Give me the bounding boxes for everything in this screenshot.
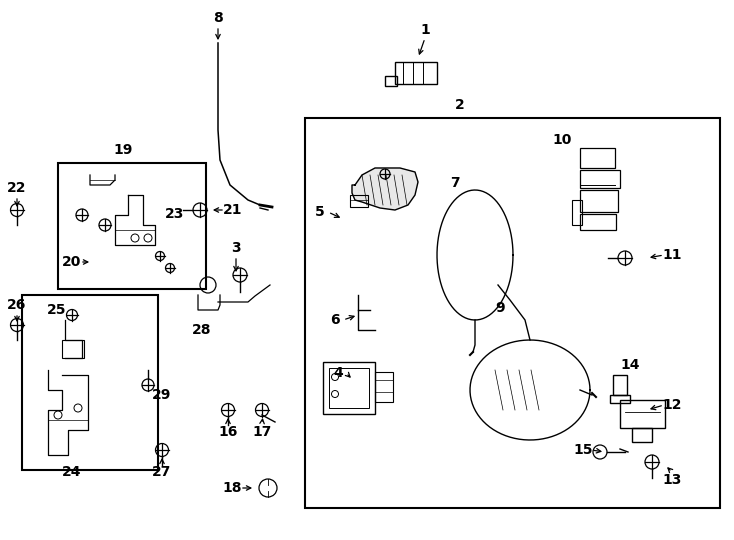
Bar bbox=[385, 76, 397, 86]
Text: 18: 18 bbox=[222, 481, 241, 495]
Bar bbox=[62, 340, 84, 358]
Text: 25: 25 bbox=[47, 303, 67, 317]
Text: 4: 4 bbox=[333, 366, 343, 380]
Bar bbox=[580, 148, 615, 168]
Text: 24: 24 bbox=[62, 465, 81, 479]
Polygon shape bbox=[352, 168, 418, 210]
Text: 5: 5 bbox=[315, 205, 325, 219]
Bar bbox=[375, 372, 393, 402]
Text: 12: 12 bbox=[662, 398, 682, 412]
Text: 28: 28 bbox=[192, 323, 211, 337]
Text: 2: 2 bbox=[455, 98, 465, 112]
Bar bbox=[632, 428, 652, 442]
Text: 29: 29 bbox=[153, 388, 172, 402]
Bar bbox=[572, 200, 582, 225]
Bar bbox=[22, 295, 158, 470]
Text: 9: 9 bbox=[495, 301, 505, 315]
Text: 6: 6 bbox=[330, 313, 340, 327]
Text: 21: 21 bbox=[223, 203, 243, 217]
Text: 19: 19 bbox=[113, 143, 133, 157]
Bar bbox=[323, 362, 375, 414]
Bar bbox=[305, 118, 720, 508]
Bar bbox=[350, 195, 368, 207]
Bar bbox=[580, 214, 616, 230]
Bar bbox=[613, 375, 627, 395]
Text: 20: 20 bbox=[62, 255, 81, 269]
Text: 16: 16 bbox=[218, 425, 238, 439]
Text: 13: 13 bbox=[662, 473, 682, 487]
Bar bbox=[580, 190, 618, 212]
Text: 17: 17 bbox=[252, 425, 272, 439]
Bar bbox=[620, 400, 665, 428]
Text: 3: 3 bbox=[231, 241, 241, 255]
Text: 1: 1 bbox=[420, 23, 430, 37]
Text: 22: 22 bbox=[7, 181, 26, 195]
Text: 7: 7 bbox=[450, 176, 459, 190]
Text: 27: 27 bbox=[153, 465, 172, 479]
Text: 15: 15 bbox=[573, 443, 593, 457]
Bar bbox=[580, 170, 620, 188]
Bar bbox=[329, 368, 369, 408]
Bar bbox=[610, 395, 630, 403]
Bar bbox=[395, 62, 437, 84]
Text: 26: 26 bbox=[7, 298, 26, 312]
Text: 10: 10 bbox=[552, 133, 572, 147]
Text: 23: 23 bbox=[165, 207, 185, 221]
Bar bbox=[58, 163, 206, 289]
Text: 8: 8 bbox=[213, 11, 223, 25]
Text: 11: 11 bbox=[662, 248, 682, 262]
Text: 14: 14 bbox=[620, 358, 640, 372]
